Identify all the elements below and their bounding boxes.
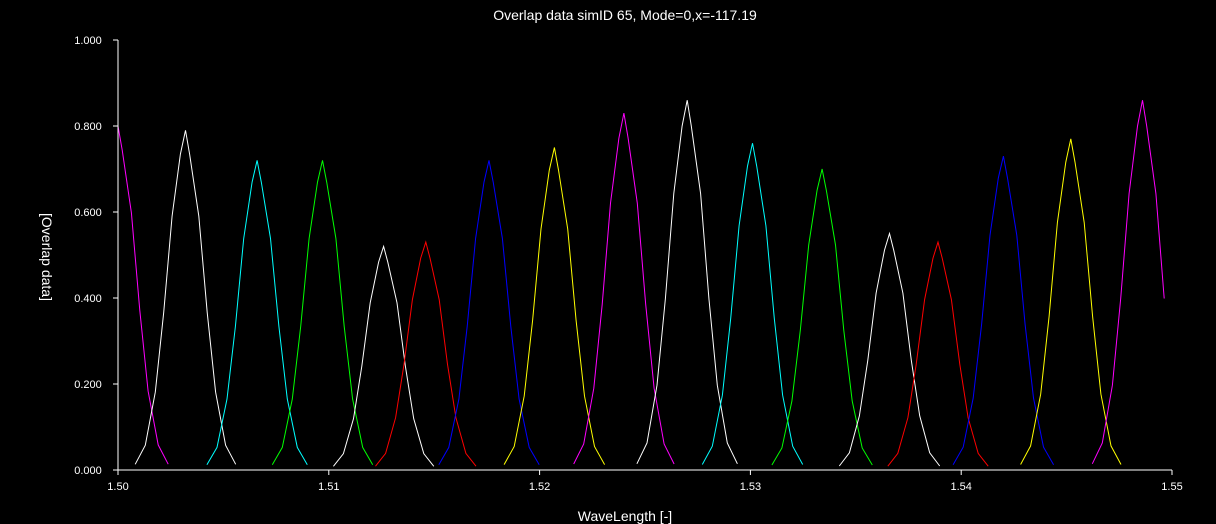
x-axis-label: WaveLength [-] bbox=[578, 508, 672, 524]
series-2-peak bbox=[134, 130, 237, 465]
series-9-peak bbox=[573, 113, 675, 465]
series-1-peak bbox=[117, 125, 169, 465]
y-tick-label: 0.000 bbox=[74, 465, 102, 477]
series-16-peak bbox=[1020, 138, 1122, 465]
series-4-peak bbox=[271, 160, 374, 466]
y-tick-label: 0.200 bbox=[74, 379, 102, 391]
series-8-peak bbox=[503, 147, 606, 465]
y-tick-label: 1.000 bbox=[74, 35, 102, 47]
series-6-peak bbox=[375, 240, 477, 467]
x-tick-label: 1.54 bbox=[950, 481, 971, 493]
series-layer bbox=[117, 100, 1165, 467]
axes-layer bbox=[117, 40, 1172, 471]
series-14-peak bbox=[887, 240, 989, 467]
chart-title: Overlap data simID 65, Mode=0,x=-117.19 bbox=[493, 7, 757, 23]
x-tick-label: 1.52 bbox=[529, 481, 550, 493]
tick-layer: 0.000 0.200 0.400 0.600 0.800 1.000 1.50 1.51 1.… bbox=[74, 35, 1182, 493]
series-3-peak bbox=[206, 160, 308, 466]
x-tick-label: 1.51 bbox=[318, 481, 339, 493]
series-13-peak bbox=[838, 231, 941, 467]
y-tick-label: 0.600 bbox=[74, 207, 102, 219]
series-11-peak bbox=[701, 143, 804, 465]
series-15-peak bbox=[952, 155, 1055, 466]
y-axis-label: [Overlap data] bbox=[39, 213, 55, 301]
x-tick-label: 1.55 bbox=[1161, 481, 1182, 493]
series-7-peak bbox=[438, 160, 540, 466]
y-tick-label: 0.800 bbox=[74, 121, 102, 133]
x-tick-label: 1.50 bbox=[107, 481, 128, 493]
series-17-peak bbox=[1091, 100, 1165, 465]
series-10-peak bbox=[636, 100, 738, 465]
y-tick-label: 0.400 bbox=[74, 293, 102, 305]
series-5-peak bbox=[333, 244, 435, 467]
series-12-peak bbox=[771, 168, 873, 466]
x-tick-label: 1.53 bbox=[740, 481, 761, 493]
